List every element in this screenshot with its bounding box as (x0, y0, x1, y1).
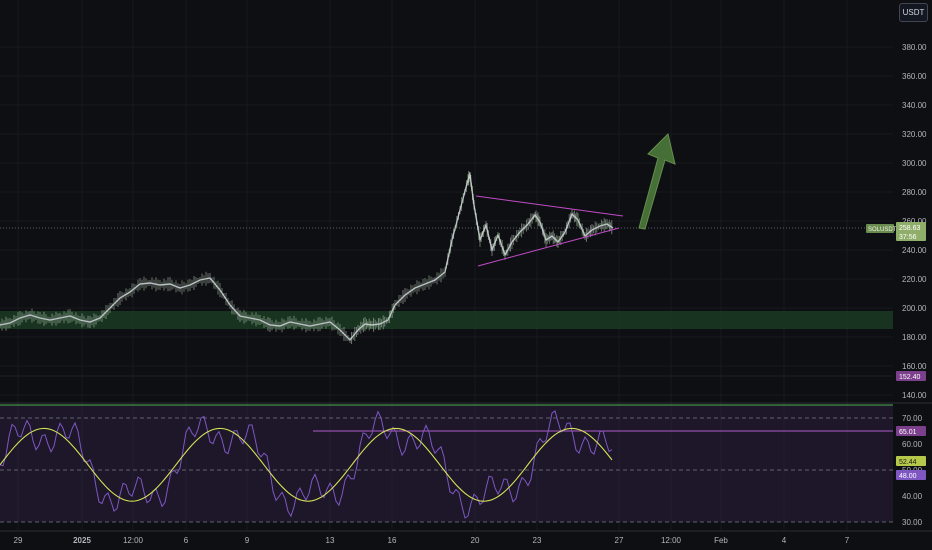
price-axis-tick: 280.00 (902, 188, 927, 197)
price-axis-tick: 320.00 (902, 130, 927, 139)
rsi-annotation-label: 65.01 (899, 429, 917, 436)
price-axis (893, 0, 932, 400)
time-axis-tick: 12:00 (123, 536, 144, 545)
last-price-label-bg (896, 222, 926, 241)
rsi-axis-tick: 30.00 (902, 518, 923, 527)
last-price-label: 258.63 (899, 225, 921, 232)
time-axis-tick: 20 (471, 536, 480, 545)
time-axis-tick: 29 (14, 536, 23, 545)
price-axis-tick: 200.00 (902, 304, 927, 313)
rsi-ma-line (0, 427, 613, 502)
symbol-label: SOLUSDT (868, 227, 897, 233)
time-axis-tick: 7 (845, 536, 850, 545)
zone-price-label: 152.40 (899, 374, 921, 381)
price-axis-tick: 380.00 (902, 43, 927, 52)
countdown-label: 37:56 (899, 234, 917, 241)
rsi-axis-tick: 70.00 (902, 414, 923, 423)
zone-label-bg (896, 371, 926, 381)
price-axis-tick: 140.00 (902, 391, 927, 400)
currency-button[interactable]: USDT (899, 3, 928, 22)
rsi-line (0, 410, 613, 519)
time-axis-tick: 4 (782, 536, 787, 545)
time-axis-tick: 9 (245, 536, 250, 545)
upward-arrow-annotation (638, 133, 676, 230)
rsi-axis-tick: 40.00 (902, 492, 923, 501)
time-axis-tick: 27 (615, 536, 624, 545)
time-axis-tick: 12:00 (661, 536, 682, 545)
time-axis-tick: 6 (184, 536, 189, 545)
rsi-axis-tick: 60.00 (902, 440, 923, 449)
price-axis-tick: 260.00 (902, 217, 927, 226)
rsi-value-label: 52.44 (899, 459, 917, 466)
time-axis-tick: Feb (714, 536, 728, 545)
time-axis (0, 531, 932, 550)
rsi-value-label-bg (896, 456, 926, 466)
support-zone (0, 311, 893, 329)
price-axis-tick: 220.00 (902, 275, 927, 284)
symbol-label-bg (866, 224, 894, 233)
price-axis-tick: 180.00 (902, 333, 927, 342)
rsi-annotation-label-bg (896, 425, 926, 436)
time-axis-tick: 16 (388, 536, 397, 545)
rsi-band (0, 405, 893, 522)
price-axis-tick: 160.00 (902, 362, 927, 371)
price-axis-tick: 360.00 (902, 72, 927, 81)
price-axis-tick: 240.00 (902, 246, 927, 255)
time-axis-tick: 2025 (73, 536, 91, 545)
rsi-ma-label-bg (896, 470, 926, 480)
price-axis-tick: 300.00 (902, 159, 927, 168)
price-axis-tick: 340.00 (902, 101, 927, 110)
rsi-ma-label: 48.00 (899, 473, 917, 480)
triangle-lower-line (477, 227, 620, 267)
time-axis-tick: 13 (326, 536, 335, 545)
triangle-upper-line (475, 195, 624, 217)
time-axis-tick: 23 (533, 536, 542, 545)
